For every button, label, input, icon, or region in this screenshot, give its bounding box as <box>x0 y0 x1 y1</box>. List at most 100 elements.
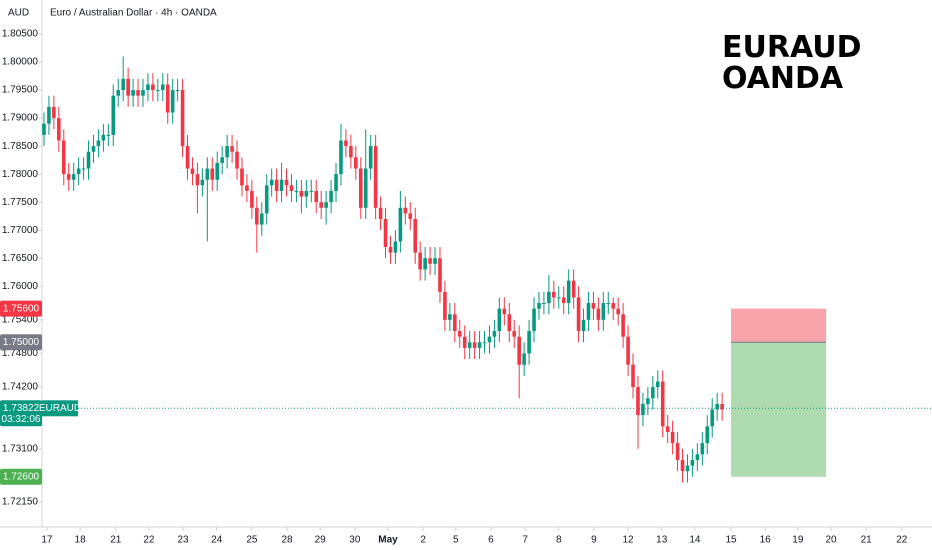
candle-body <box>61 140 66 175</box>
candle-body <box>136 90 140 96</box>
candle-body <box>626 336 630 365</box>
candle-body <box>408 213 413 219</box>
candle-body <box>512 331 517 337</box>
candle-body <box>329 190 333 203</box>
candle-body <box>180 90 185 147</box>
candle-body <box>527 331 531 354</box>
candle-body <box>309 190 314 192</box>
candle-body <box>596 308 601 320</box>
candle-body <box>151 84 155 91</box>
candle-body <box>42 123 46 135</box>
symbol-badge <box>42 400 78 417</box>
stop-badge-label: 1.75600 <box>3 303 40 314</box>
y-tick-label: 1.73100 <box>2 443 39 454</box>
candle-body <box>156 90 160 92</box>
candle-body <box>705 426 710 444</box>
x-tick-label: 7 <box>522 535 528 546</box>
x-tick-label: 28 <box>281 535 293 546</box>
candle-body <box>339 140 343 175</box>
candle-body <box>146 84 150 91</box>
x-tick-label: 25 <box>246 535 258 546</box>
x-tick-label: 6 <box>488 535 494 546</box>
candle-body <box>413 218 418 253</box>
candle-body <box>561 297 566 304</box>
candle-body <box>378 207 383 219</box>
candle-body <box>393 241 398 253</box>
axis-unit: AUD <box>8 8 29 19</box>
overlay-broker: OANDA <box>722 61 844 96</box>
x-tick-label: 5 <box>453 535 459 546</box>
candle-body <box>482 342 487 344</box>
stop-badge <box>0 300 42 317</box>
entry-badge-label: 1.75000 <box>3 337 40 348</box>
candle-body <box>255 207 259 225</box>
y-tick-label: 1.77500 <box>2 197 39 208</box>
candle-body <box>552 291 556 298</box>
candle-body <box>344 140 348 147</box>
candle-body <box>532 308 536 332</box>
candle-body <box>131 90 135 96</box>
candle-body <box>116 90 121 96</box>
candle-body <box>537 303 541 309</box>
candle-body <box>349 146 353 158</box>
candle-body <box>586 303 591 320</box>
candle-body <box>195 174 200 186</box>
candle-body <box>111 95 116 135</box>
candle-body <box>47 106 51 124</box>
candle-body <box>269 179 274 186</box>
candle-body <box>423 258 427 270</box>
candle-body <box>304 190 309 197</box>
candle-body <box>225 146 229 158</box>
candle-body <box>700 443 705 455</box>
x-tick-label: 17 <box>41 535 53 546</box>
x-tick-label: May <box>378 535 398 546</box>
candle-body <box>611 303 616 309</box>
candle-body <box>57 118 61 141</box>
x-tick-label: 18 <box>75 535 87 546</box>
candle-body <box>581 319 586 332</box>
candle-body <box>289 185 294 191</box>
candle-body <box>240 168 244 186</box>
x-tick-label: 22 <box>143 535 155 546</box>
candle-body <box>433 258 437 264</box>
candle-body <box>210 168 215 180</box>
candle-body <box>566 280 571 304</box>
candle-body <box>160 84 165 91</box>
candle-body <box>665 426 670 432</box>
candle-body <box>660 381 665 427</box>
candle-body <box>185 146 190 169</box>
candle-body <box>274 179 279 191</box>
candle-body <box>368 146 373 169</box>
candle-body <box>403 207 408 214</box>
y-tick-label: 1.80500 <box>2 29 39 40</box>
candle-body <box>279 179 284 191</box>
candle-body <box>230 146 234 152</box>
candle-body <box>438 258 442 292</box>
candle-body <box>52 106 56 119</box>
x-tick-label: 12 <box>623 535 635 546</box>
candle-body <box>477 342 482 348</box>
candle-body <box>651 387 655 399</box>
y-tick-label: 1.77000 <box>2 225 39 236</box>
stop-zone <box>731 308 827 343</box>
candle-body <box>314 190 319 203</box>
candle-body <box>487 336 492 343</box>
candle-body <box>720 403 724 410</box>
candle-body <box>448 314 452 320</box>
candle-body <box>81 168 86 170</box>
chart-title: Euro / Australian Dollar · 4h · OANDA <box>50 8 217 19</box>
candle-body <box>453 314 457 332</box>
candle-body <box>631 364 635 388</box>
candle-body <box>517 336 521 365</box>
candle-body <box>250 190 254 208</box>
candle-body <box>299 190 304 197</box>
candle-body <box>264 185 269 214</box>
candle-body <box>334 174 338 191</box>
x-tick-label: 24 <box>211 535 223 546</box>
entry-badge <box>0 334 42 351</box>
candle-body <box>680 459 685 472</box>
candle-body <box>259 213 264 225</box>
candle-body <box>141 90 145 96</box>
y-tick-label: 1.72150 <box>2 497 39 508</box>
